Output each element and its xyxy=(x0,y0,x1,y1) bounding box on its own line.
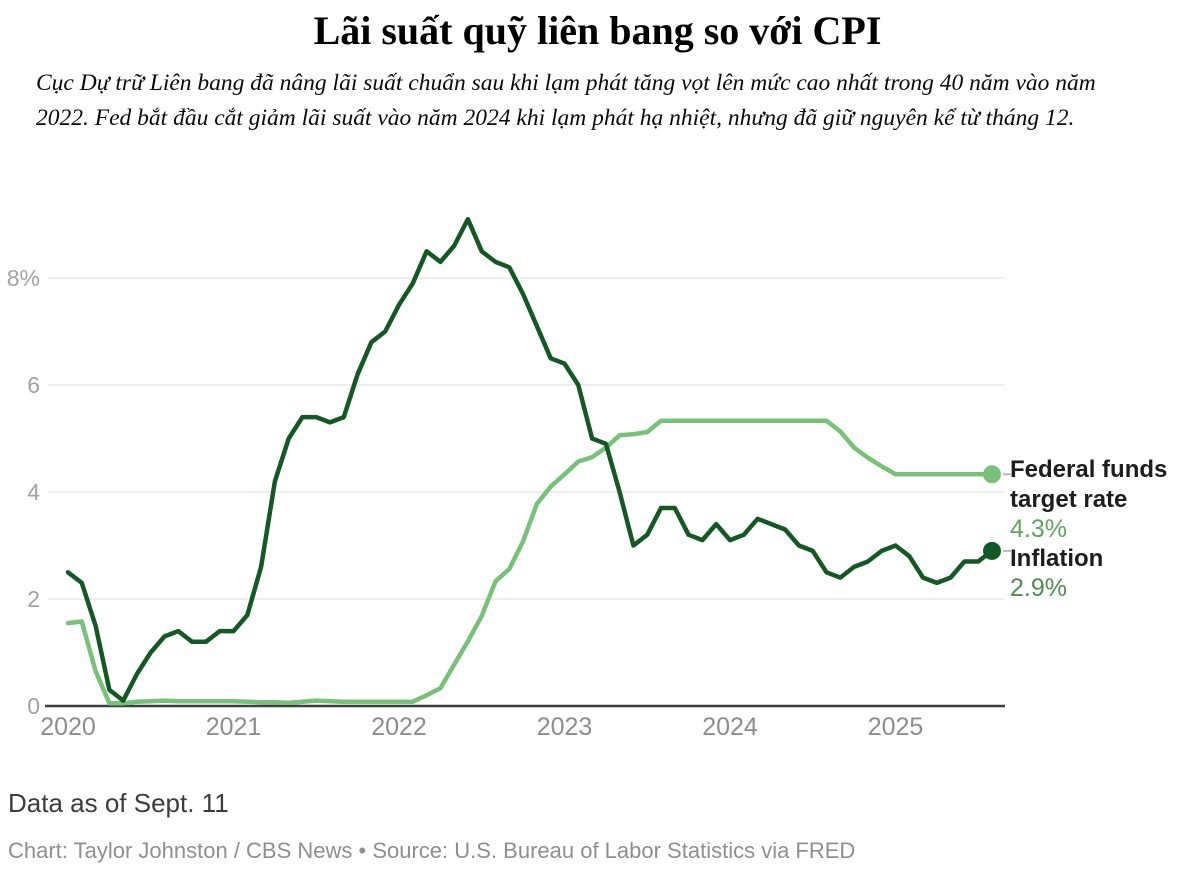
y-tick-label-8%: 8% xyxy=(7,265,40,291)
end-dot-inflation[interactable] xyxy=(983,541,1001,560)
chart-legend: Federal funds target rate 4.3% Inflation… xyxy=(1010,455,1194,603)
x-tick-label-2024: 2024 xyxy=(702,713,758,741)
legend-fed-value: 4.3% xyxy=(1010,515,1067,543)
x-tick-label-2021: 2021 xyxy=(206,713,262,741)
legend-fed-label-line2: target rate xyxy=(1010,486,1128,513)
series-line-federal-funds-target-rate[interactable] xyxy=(65,418,995,706)
y-tick-label-4: 4 xyxy=(27,479,40,505)
x-tick-label-2023: 2023 xyxy=(537,713,593,741)
series-line-inflation[interactable] xyxy=(65,216,995,703)
y-tick-label-6: 6 xyxy=(27,372,40,398)
end-dot-federal-funds-target-rate[interactable] xyxy=(983,465,1001,484)
data-as-of-note: Data as of Sept. 11 xyxy=(8,788,229,818)
chart-area: 0 2 4 6 8% 2020 2021 2022 2023 2024 2025 xyxy=(0,190,1060,770)
x-tick-label-2025: 2025 xyxy=(868,713,924,741)
chart-subtitle: Cục Dự trữ Liên bang đã nâng lãi suất ch… xyxy=(36,70,1096,131)
legend-inflation-value: 2.9% xyxy=(1010,574,1067,602)
credit-line: Chart: Taylor Johnston / CBS News • Sour… xyxy=(8,838,856,863)
chart-svg: 0 2 4 6 8% 2020 2021 2022 2023 2024 2025 xyxy=(7,216,1011,741)
y-tick-label-2: 2 xyxy=(27,586,40,612)
x-tick-label-2022: 2022 xyxy=(371,713,427,741)
x-tick-label-2020: 2020 xyxy=(40,713,96,741)
legend-inflation-label: Inflation xyxy=(1010,545,1104,572)
chart-title: Lãi suất quỹ liên bang so với CPI xyxy=(313,8,882,53)
y-tick-label-0: 0 xyxy=(27,693,40,719)
legend-fed-label-line1: Federal funds xyxy=(1010,456,1168,483)
